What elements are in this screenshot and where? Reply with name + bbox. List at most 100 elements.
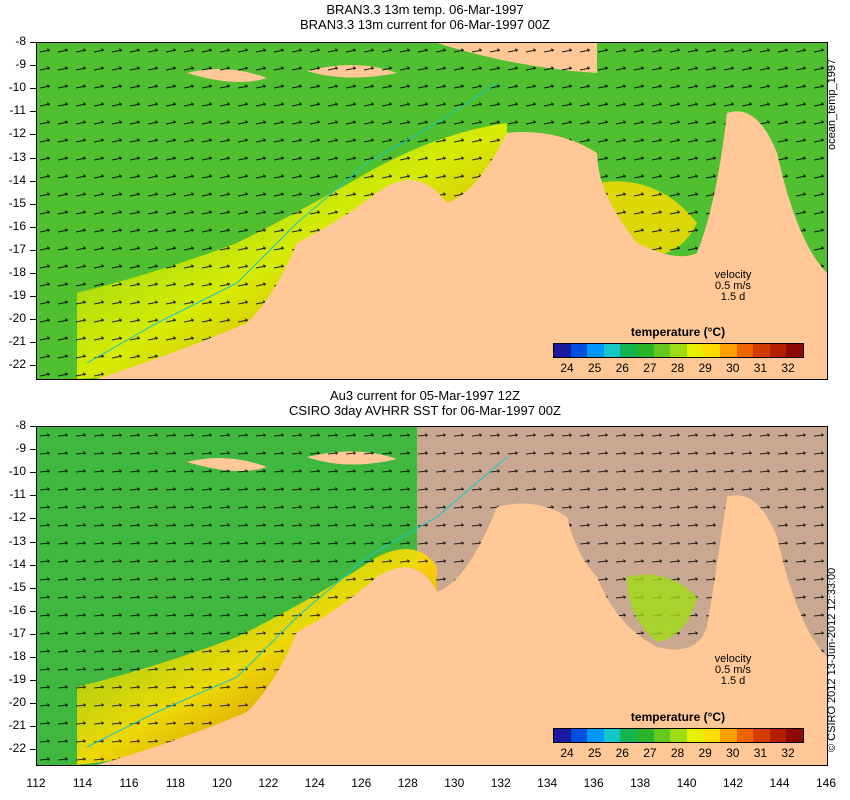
y-tick-mark [30,111,36,113]
colorbar-label: 26 [615,361,629,375]
colorbar-swatch [554,729,571,742]
y-tick-mark [30,703,36,705]
velocity-title: velocity [714,269,752,281]
colorbar-swatch [620,344,637,357]
y-tick-mark [30,319,36,321]
x-tick-label: 114 [72,776,93,790]
y-tick-label: -18 [8,649,26,663]
x-tick-label: 140 [676,776,697,790]
isobath-contour [86,456,508,748]
x-tick-label: 130 [444,776,465,790]
y-tick-mark [30,587,36,589]
colorbar-label: 26 [615,746,629,760]
x-tick-label: 136 [583,776,604,790]
colorbar-swatch [736,344,754,357]
x-tick-label: 120 [211,776,232,790]
y-tick-label: -10 [8,464,26,479]
colorbar-swatch [603,729,621,742]
y-tick-label: -11 [9,487,26,502]
y-tick-mark [30,273,36,274]
bottom-side-label: © CSIRO 2012 13-Jun-2012 12:33:00 [826,567,838,752]
y-tick-mark [30,541,36,543]
y-tick-mark [30,749,36,751]
y-tick-label: -19 [8,672,26,687]
y-tick-label: -21 [8,718,26,733]
y-tick-mark [30,633,36,635]
colorbar-swatch [636,344,654,357]
x-tick-label: 144 [769,776,790,790]
top-title-line1: BRAN3.3 13m temp. 06-Mar-1997 [326,2,524,17]
top-side-label: ocean_temp_1997 [826,58,838,150]
colorbar-swatch [653,344,671,357]
y-tick-mark [30,134,36,136]
colorbar-swatch [603,344,621,357]
x-tick-label: 128 [397,776,418,790]
bottom-title-line2: CSIRO 3day AVHRR SST for 06-Mar-1997 00Z [289,403,561,418]
colorbar-swatch [753,729,770,742]
x-tick-label: 142 [723,776,744,790]
colorbar-label: 29 [698,746,712,760]
y-tick-mark [30,680,36,682]
y-tick-label: -12 [8,126,26,141]
colorbar-swatch [686,344,704,357]
bottom-colorbar [553,728,804,743]
x-tick-label: 126 [351,776,372,790]
colorbar-label: 25 [587,746,602,760]
colorbar-swatch [587,729,604,742]
y-tick-mark [30,564,36,566]
x-tick-label: 134 [537,776,558,790]
colorbar-swatch [587,344,604,357]
colorbar-swatch [719,344,737,357]
colorbar-swatch [570,729,588,742]
colorbar-label: 32 [781,746,795,760]
velocity-scale: 0.5 m/s [714,664,752,676]
velocity-scale: 0.5 m/s [714,280,752,292]
y-tick-label: -22 [8,741,26,756]
isobath-contour [86,82,498,364]
colorbar-label: 31 [753,746,768,760]
colorbar-label: 24 [560,361,574,375]
x-tick-label: 112 [26,776,46,790]
y-tick-mark [30,65,36,67]
colorbar-swatch [786,729,803,742]
colorbar-label: 25 [587,361,602,375]
y-tick-label: -15 [8,195,26,210]
colorbar-swatch [653,729,671,742]
colorbar-label: 32 [781,361,795,375]
y-tick-label: -14 [8,556,26,571]
y-tick-label: -17 [8,241,26,256]
colorbar-label: 27 [643,746,657,760]
colorbar-label: 28 [670,361,685,375]
colorbar-swatch [636,729,654,742]
colorbar-swatch [786,344,803,357]
y-tick-mark [30,42,36,43]
bottom-colorbar-title: temperature (°C) [630,710,726,724]
colorbar-swatch [736,729,754,742]
y-tick-label: -16 [8,602,26,617]
velocity-title: velocity [714,653,752,665]
land-australia-mask [97,111,827,379]
x-tick-label: 138 [630,776,651,790]
y-tick-mark [30,657,36,658]
top-velocity-label: velocity 0.5 m/s 1.5 d [698,270,768,303]
colorbar-swatch [753,344,770,357]
colorbar-label: 30 [726,746,740,760]
colorbar-label: 27 [643,361,657,375]
x-tick-label: 116 [119,776,139,790]
colorbar-label: 31 [753,361,768,375]
y-tick-mark [30,157,36,159]
top-title-line2: BRAN3.3 13m current for 06-Mar-1997 00Z [300,17,550,32]
y-tick-label: -14 [8,172,26,187]
y-tick-mark [30,342,36,344]
y-tick-label: -21 [8,334,26,349]
y-tick-mark [30,449,36,451]
colorbar-label: 24 [560,746,574,760]
y-tick-label: -22 [8,357,26,372]
top-map-panel [36,42,828,380]
y-tick-label: -10 [8,80,26,95]
y-tick-mark [30,365,36,367]
colorbar-swatch [554,344,571,357]
x-tick-label: 124 [304,776,325,790]
x-tick-label: 118 [165,776,185,790]
y-tick-label: -8 [15,418,26,432]
